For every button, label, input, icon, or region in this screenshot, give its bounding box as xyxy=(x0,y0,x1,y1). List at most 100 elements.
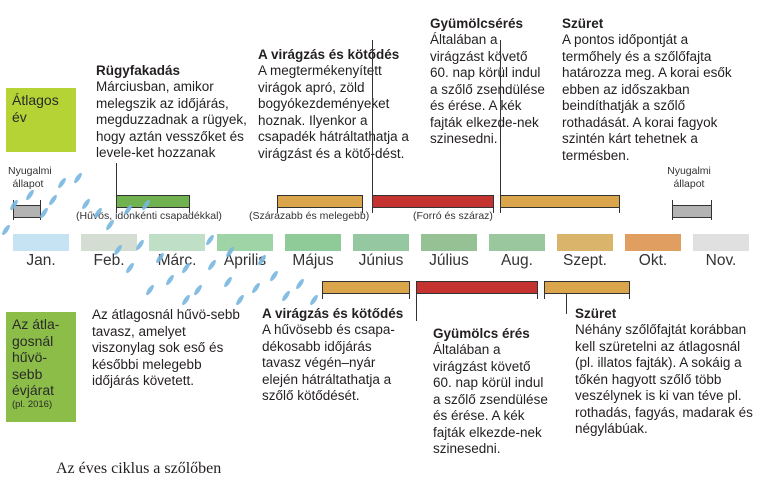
bracket-tick xyxy=(13,200,14,220)
flowering-block: A virágzás és kötődés A megtermékenyítet… xyxy=(258,47,418,162)
cool-year-label: Az átla- gosnál hűvö- sebb évjárat xyxy=(12,316,60,398)
cool-year-note: (pl. 2016) xyxy=(12,398,53,410)
month-label: Április xyxy=(223,252,267,269)
cool-ripening-block: Gyümölcs érés Általában a virágzást köve… xyxy=(433,326,548,458)
cool-ripening-text: Általában a virágzást követő 60. nap kör… xyxy=(433,342,548,456)
connector-line xyxy=(500,40,501,195)
budbreak-title: Rügyfakadás xyxy=(96,63,181,78)
connector-line xyxy=(372,40,373,195)
connector-line xyxy=(416,281,417,321)
bracket-tick xyxy=(116,195,117,213)
cool-flowering-block: A virágzás és kötődés A hűvösebb és csap… xyxy=(262,306,414,405)
month-label: Június xyxy=(358,252,404,269)
month-cell xyxy=(149,234,205,251)
raindrop xyxy=(270,270,278,282)
bracket-tick xyxy=(672,200,673,220)
raindrop xyxy=(40,207,48,219)
bracket-tick xyxy=(372,195,373,213)
month-label: Feb. xyxy=(93,252,125,269)
ripening-condition: (Forró és száraz) xyxy=(413,210,493,222)
bracket-tick xyxy=(322,281,323,299)
ripening-block: Gyümölcsérés Általában a virágzást követ… xyxy=(430,16,545,148)
raindrop xyxy=(282,290,290,302)
average-year-label: Átlagos év xyxy=(6,88,76,152)
budbreak-condition: (Hűvös, időnkénti csapadékkal) xyxy=(76,210,222,222)
bracket-tick xyxy=(500,195,501,213)
raindrop xyxy=(142,199,150,211)
raindrop xyxy=(2,224,10,236)
month-label: Aug. xyxy=(501,252,533,269)
raindrop xyxy=(74,172,82,184)
raindrop xyxy=(182,262,190,274)
bracket-tick xyxy=(629,281,630,299)
budbreak-text: Márciusban, amikor melegszik az időjárás… xyxy=(96,79,247,160)
caption: Az éves ciklus a szőlőben xyxy=(56,460,222,477)
bracket-tick xyxy=(277,195,278,213)
month-cell xyxy=(693,234,749,251)
dormant-start-title: Nyugalmi állapot xyxy=(8,165,52,190)
raindrop xyxy=(296,278,304,290)
cool-harvest-title: Szüret xyxy=(575,306,617,321)
month-label: Szept. xyxy=(563,252,607,269)
month-cell xyxy=(217,234,273,251)
cool-harvest-block: Szüret Néhány szőlőfajtát korábban kell … xyxy=(575,306,755,438)
raindrop xyxy=(208,259,216,271)
raindrop xyxy=(224,276,232,288)
cool-spring-text: Az átlagosnál hűvö-sebb tavasz, amelyet … xyxy=(92,307,240,388)
bracket-tick xyxy=(619,195,620,213)
raindrop xyxy=(226,246,234,258)
raindrop xyxy=(182,294,190,306)
cool-ripening-title: Gyümölcs érés xyxy=(433,326,530,341)
flowering-condition: (Szárazabb és melegebb) xyxy=(249,210,370,222)
raindrop xyxy=(10,199,18,211)
raindrop xyxy=(310,294,318,306)
raindrop xyxy=(194,284,202,296)
bracket-tick xyxy=(544,281,545,299)
month-label: Május xyxy=(292,252,334,269)
budbreak-block: Rügyfakadás Márciusban, amikor melegszik… xyxy=(96,63,271,162)
month-cell xyxy=(13,234,69,251)
month-cell xyxy=(489,234,545,251)
cool-year-label-box: Az átla- gosnál hűvö- sebb évjárat (pl. … xyxy=(6,312,76,422)
raindrop xyxy=(124,204,132,216)
raindrop xyxy=(156,252,164,264)
month-label: Jan. xyxy=(26,252,56,269)
bracket-tick xyxy=(537,281,538,299)
raindrop xyxy=(206,234,214,246)
bracket-tick xyxy=(409,281,410,299)
raindrop xyxy=(258,254,266,266)
connector-line xyxy=(566,294,567,314)
month-cell xyxy=(421,234,477,251)
bracket-tick xyxy=(40,200,41,220)
harvest-block: Szüret A pontos időpontját a termőhely é… xyxy=(562,16,750,164)
bracket-tick xyxy=(711,200,712,220)
flowering-text: A megtermékenyített virágok apró, zöld b… xyxy=(258,63,409,161)
raindrop xyxy=(82,198,90,210)
raindrop xyxy=(126,262,134,274)
raindrop xyxy=(26,189,34,201)
bracket-tick xyxy=(362,195,363,213)
bracket-tick xyxy=(189,195,190,213)
month-label: Okt. xyxy=(638,252,668,269)
bracket-tick xyxy=(493,195,494,213)
raindrop xyxy=(58,177,66,189)
connector-line xyxy=(116,163,117,195)
month-cell xyxy=(353,234,409,251)
raindrop xyxy=(49,194,57,206)
month-cell xyxy=(625,234,681,251)
raindrop xyxy=(236,294,244,306)
month-label: Nov. xyxy=(705,252,737,269)
raindrop xyxy=(94,207,102,219)
cool-flowering-text: A hűvösebb és csapa-dékosabb időjárás ta… xyxy=(262,322,395,403)
raindrop xyxy=(114,244,122,256)
harvest-text: A pontos időpontját a termőhely és a sző… xyxy=(562,32,732,163)
month-cell xyxy=(285,234,341,251)
ripening-title: Gyümölcsérés xyxy=(430,16,524,31)
flowering-title: A virágzás és kötődés xyxy=(258,47,400,62)
month-cell xyxy=(557,234,613,251)
raindrop xyxy=(166,274,174,286)
cool-flowering-title: A virágzás és kötődés xyxy=(262,306,404,321)
month-cell xyxy=(81,234,137,251)
ripening-text: Általában a virágzást követő 60. nap kör… xyxy=(430,32,545,146)
